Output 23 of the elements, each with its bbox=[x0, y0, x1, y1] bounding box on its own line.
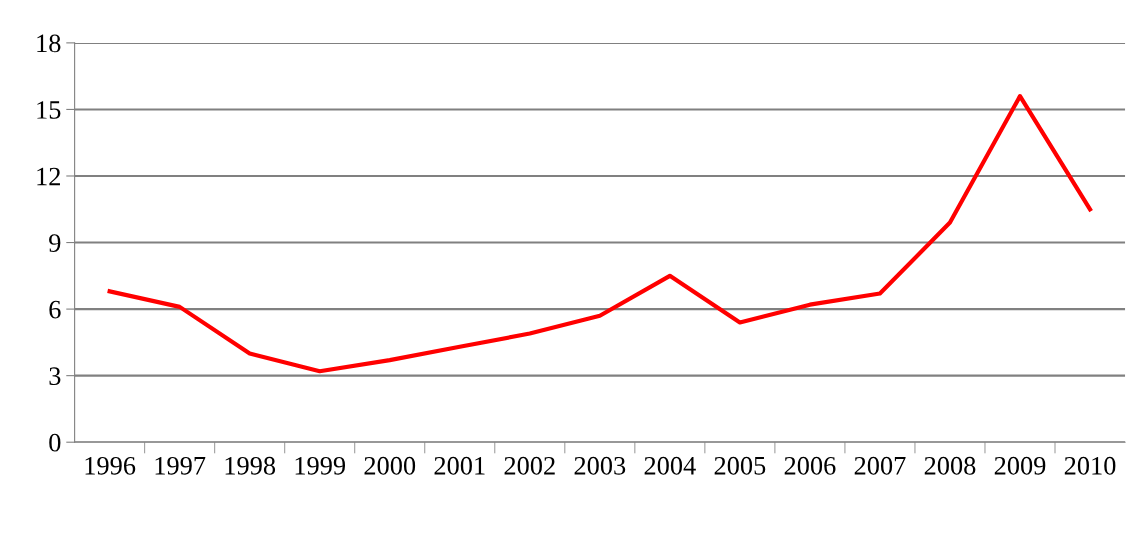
y-tick-label: 9 bbox=[49, 234, 61, 252]
y-tick-label: 6 bbox=[49, 300, 61, 319]
x-tick-label: 2007 bbox=[854, 456, 906, 475]
x-tick-label: 2008 bbox=[924, 456, 976, 475]
x-tick-label: 1999 bbox=[295, 456, 346, 475]
y-tick-label: 3 bbox=[49, 367, 61, 386]
x-tick-label: 1998 bbox=[225, 456, 276, 475]
x-tick-label: 1997 bbox=[155, 456, 206, 475]
x-tick-label: 1996 bbox=[85, 456, 136, 475]
x-tick-label: 2010 bbox=[1064, 456, 1116, 475]
y-tick-label: 15 bbox=[37, 101, 61, 119]
x-tick-label: 2009 bbox=[994, 456, 1046, 475]
line-series bbox=[107, 94, 1093, 374]
x-tick-label: 2002 bbox=[504, 456, 555, 475]
x-tick-label: 2006 bbox=[784, 456, 836, 475]
x-tick-label: 2005 bbox=[714, 456, 766, 475]
x-tick-label: 2001 bbox=[434, 456, 485, 475]
x-tick-label: 2004 bbox=[644, 456, 696, 475]
y-tick-label: 18 bbox=[37, 34, 61, 53]
y-tick-label: 12 bbox=[37, 167, 60, 186]
x-tick-label: 2000 bbox=[364, 456, 416, 475]
y-tick-label: 0 bbox=[49, 433, 61, 452]
x-tick-label: 2003 bbox=[574, 456, 626, 475]
